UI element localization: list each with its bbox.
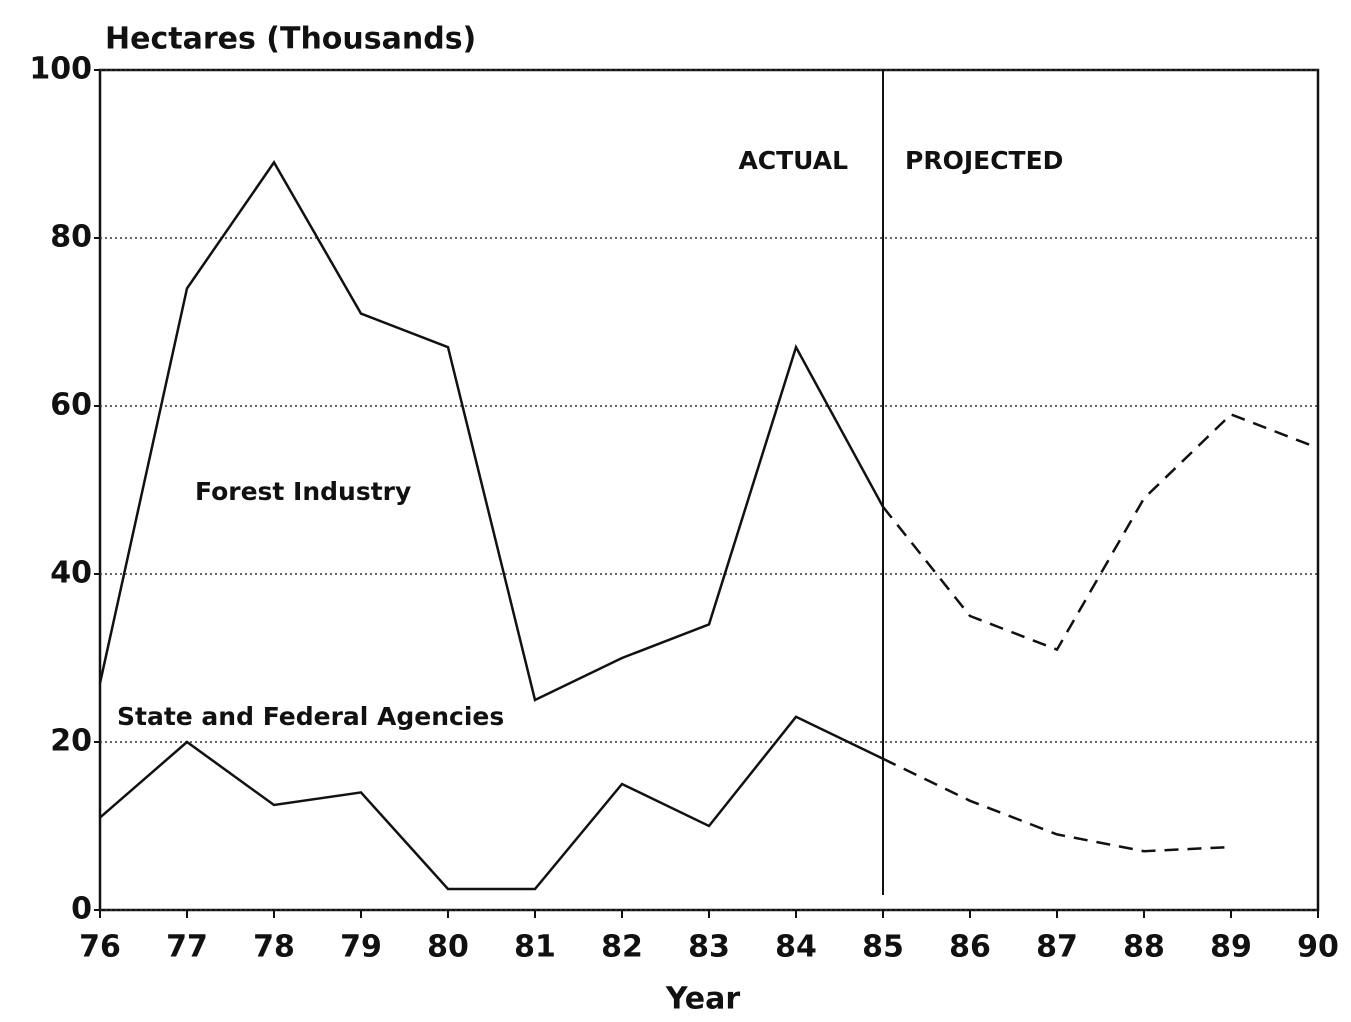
series-label: Forest Industry (195, 477, 411, 506)
annotation: ACTUAL (738, 146, 848, 175)
x-tick-label: 81 (514, 930, 556, 965)
projected-line (882, 412, 1319, 652)
x-tick-label: 77 (166, 930, 208, 965)
x-tick-label: 85 (862, 930, 904, 965)
y-tick-label: 80 (50, 220, 92, 255)
x-tick-label: 86 (949, 930, 991, 965)
x-tick-label: 76 (79, 930, 121, 965)
x-axis-label: Year (665, 982, 741, 1017)
x-tick-label: 87 (1036, 930, 1078, 965)
y-tick-label: 0 (71, 892, 92, 927)
x-tick-label: 79 (340, 930, 382, 965)
y-tick-label: 60 (50, 388, 92, 423)
projected-line (882, 757, 1232, 853)
y-tick-label: 40 (50, 556, 92, 591)
x-tick-label: 88 (1123, 930, 1165, 965)
y-tick-label: 20 (50, 724, 92, 759)
actual-line (98, 160, 885, 702)
y-tick-label: 100 (29, 52, 92, 87)
annotation: PROJECTED (905, 146, 1063, 175)
x-tick-label: 84 (775, 930, 817, 965)
y-axis-label: Hectares (Thousands) (105, 22, 476, 57)
x-tick-label: 90 (1297, 930, 1339, 965)
x-tick-label: 80 (427, 930, 469, 965)
x-tick-label: 89 (1210, 930, 1252, 965)
x-tick-label: 82 (601, 930, 643, 965)
actual-line (99, 715, 884, 891)
x-tick-label: 78 (253, 930, 295, 965)
series-label: State and Federal Agencies (117, 702, 504, 731)
x-tick-label: 83 (688, 930, 730, 965)
